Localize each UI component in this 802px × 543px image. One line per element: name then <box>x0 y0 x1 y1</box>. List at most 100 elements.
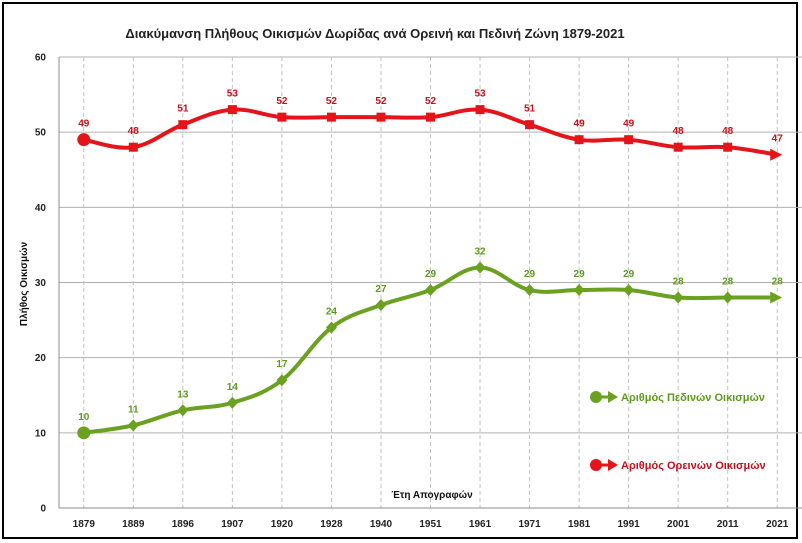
data-label: 52 <box>276 96 288 107</box>
data-label: 28 <box>722 277 734 288</box>
x-tick-label: 1991 <box>618 519 641 530</box>
data-point <box>770 291 783 304</box>
data-label: 52 <box>375 96 387 107</box>
data-point <box>475 105 485 115</box>
x-tick-label: 1951 <box>419 519 442 530</box>
x-tick-label: 1971 <box>518 519 541 530</box>
legend: Αριθμός Πεδινών Οικισμών Αριθμός Ορεινών… <box>590 391 766 472</box>
data-label: 49 <box>78 119 90 130</box>
legend-item-mountain: Αριθμός Ορεινών Οικισμών <box>590 459 766 472</box>
data-point <box>277 112 287 122</box>
x-tick-label: 2021 <box>766 519 789 530</box>
y-tick-label: 40 <box>35 203 47 214</box>
data-point <box>325 321 337 334</box>
data-label: 13 <box>177 389 189 400</box>
data-point <box>178 120 188 130</box>
legend-swatch-arrow <box>608 391 618 403</box>
data-label: 53 <box>227 89 239 100</box>
data-label: 29 <box>623 269 635 280</box>
data-label: 17 <box>276 359 288 370</box>
data-label: 28 <box>772 277 784 288</box>
x-tick-label: 1920 <box>271 519 294 530</box>
data-label: 24 <box>326 307 338 318</box>
data-label: 14 <box>227 382 239 393</box>
data-point <box>474 261 486 274</box>
data-label: 48 <box>128 126 140 137</box>
data-label: 52 <box>326 96 338 107</box>
data-point <box>573 284 585 297</box>
data-label: 29 <box>425 269 437 280</box>
data-point <box>722 291 734 304</box>
data-label: 48 <box>673 126 685 137</box>
data-point <box>426 112 435 122</box>
legend-label-plain: Αριθμός Πεδινών Οικισμών <box>621 392 765 404</box>
data-label: 48 <box>722 126 734 137</box>
data-label: 10 <box>78 412 90 423</box>
data-point <box>375 299 387 312</box>
data-label: 51 <box>177 104 189 115</box>
data-label: 11 <box>128 404 139 415</box>
data-point <box>672 291 684 304</box>
legend-swatch-arrow <box>608 459 618 471</box>
data-point <box>624 135 634 145</box>
data-point <box>227 105 237 115</box>
legend-item-plain: Αριθμός Πεδινών Οικισμών <box>590 391 765 404</box>
data-point <box>525 120 535 130</box>
data-point <box>326 112 336 122</box>
data-point <box>226 396 238 409</box>
x-axis-label: Έτη Απογραφών <box>391 490 473 501</box>
x-tick-label: 2001 <box>667 519 690 530</box>
data-point <box>623 284 635 297</box>
x-tick-label: 1907 <box>221 519 244 530</box>
data-point <box>376 112 386 122</box>
legend-label-mountain: Αριθμός Ορεινών Οικισμών <box>621 460 766 472</box>
data-label: 49 <box>623 119 635 130</box>
data-point <box>425 284 436 297</box>
y-tick-label: 60 <box>35 53 47 64</box>
data-point <box>77 426 91 440</box>
data-label: 52 <box>425 96 437 107</box>
x-tick-label: 2011 <box>717 519 739 530</box>
series-0: 49 48 51 53 52 52 52 52 53 51 49 49 48 48 47 <box>77 89 783 161</box>
data-label: 51 <box>524 104 536 115</box>
legend-swatch-marker <box>590 391 602 403</box>
series-1: 10 11 13 14 17 24 27 29 32 29 29 29 28 28 28 <box>77 246 784 440</box>
data-point <box>276 374 288 387</box>
data-label: 28 <box>673 277 685 288</box>
data-label: 47 <box>772 134 784 145</box>
y-tick-label: 50 <box>35 128 47 139</box>
x-tick-label: 1928 <box>320 519 343 530</box>
data-point <box>673 142 683 152</box>
x-tick-label: 1961 <box>469 519 492 530</box>
axes: 0 10 20 30 40 50 60 1879 1889 1896 1907 1920 1928 194… <box>35 53 802 530</box>
data-point <box>723 142 733 152</box>
data-label: 27 <box>375 284 387 295</box>
x-tick-label: 1981 <box>568 519 591 530</box>
grid <box>59 56 802 508</box>
data-label: 49 <box>574 119 586 130</box>
y-tick-label: 0 <box>40 504 46 515</box>
legend-swatch-marker <box>590 459 602 471</box>
series-group: 49 48 51 53 52 52 52 52 53 51 49 49 48 48 47 10 11 13 14 17… <box>77 89 783 440</box>
x-tick-label: 1879 <box>73 519 96 530</box>
data-point <box>127 419 139 432</box>
data-point <box>177 404 189 417</box>
data-point <box>524 284 536 297</box>
y-tick-label: 30 <box>35 278 47 289</box>
data-point <box>574 135 584 145</box>
x-tick-label: 1940 <box>370 519 393 530</box>
y-tick-label: 10 <box>35 428 47 439</box>
data-label: 53 <box>474 89 486 100</box>
data-label: 29 <box>524 269 536 280</box>
y-tick-label: 20 <box>35 353 47 364</box>
data-label: 29 <box>574 269 586 280</box>
data-point <box>77 133 91 147</box>
data-label: 32 <box>474 246 486 257</box>
chart-title: Διακύμανση Πλήθους Οικισμών Δωρίδας ανά … <box>125 26 624 41</box>
data-point <box>128 142 138 152</box>
x-tick-label: 1889 <box>122 519 145 530</box>
data-point <box>770 148 783 161</box>
y-axis-label: Πλήθος Οικισμών <box>19 241 30 326</box>
